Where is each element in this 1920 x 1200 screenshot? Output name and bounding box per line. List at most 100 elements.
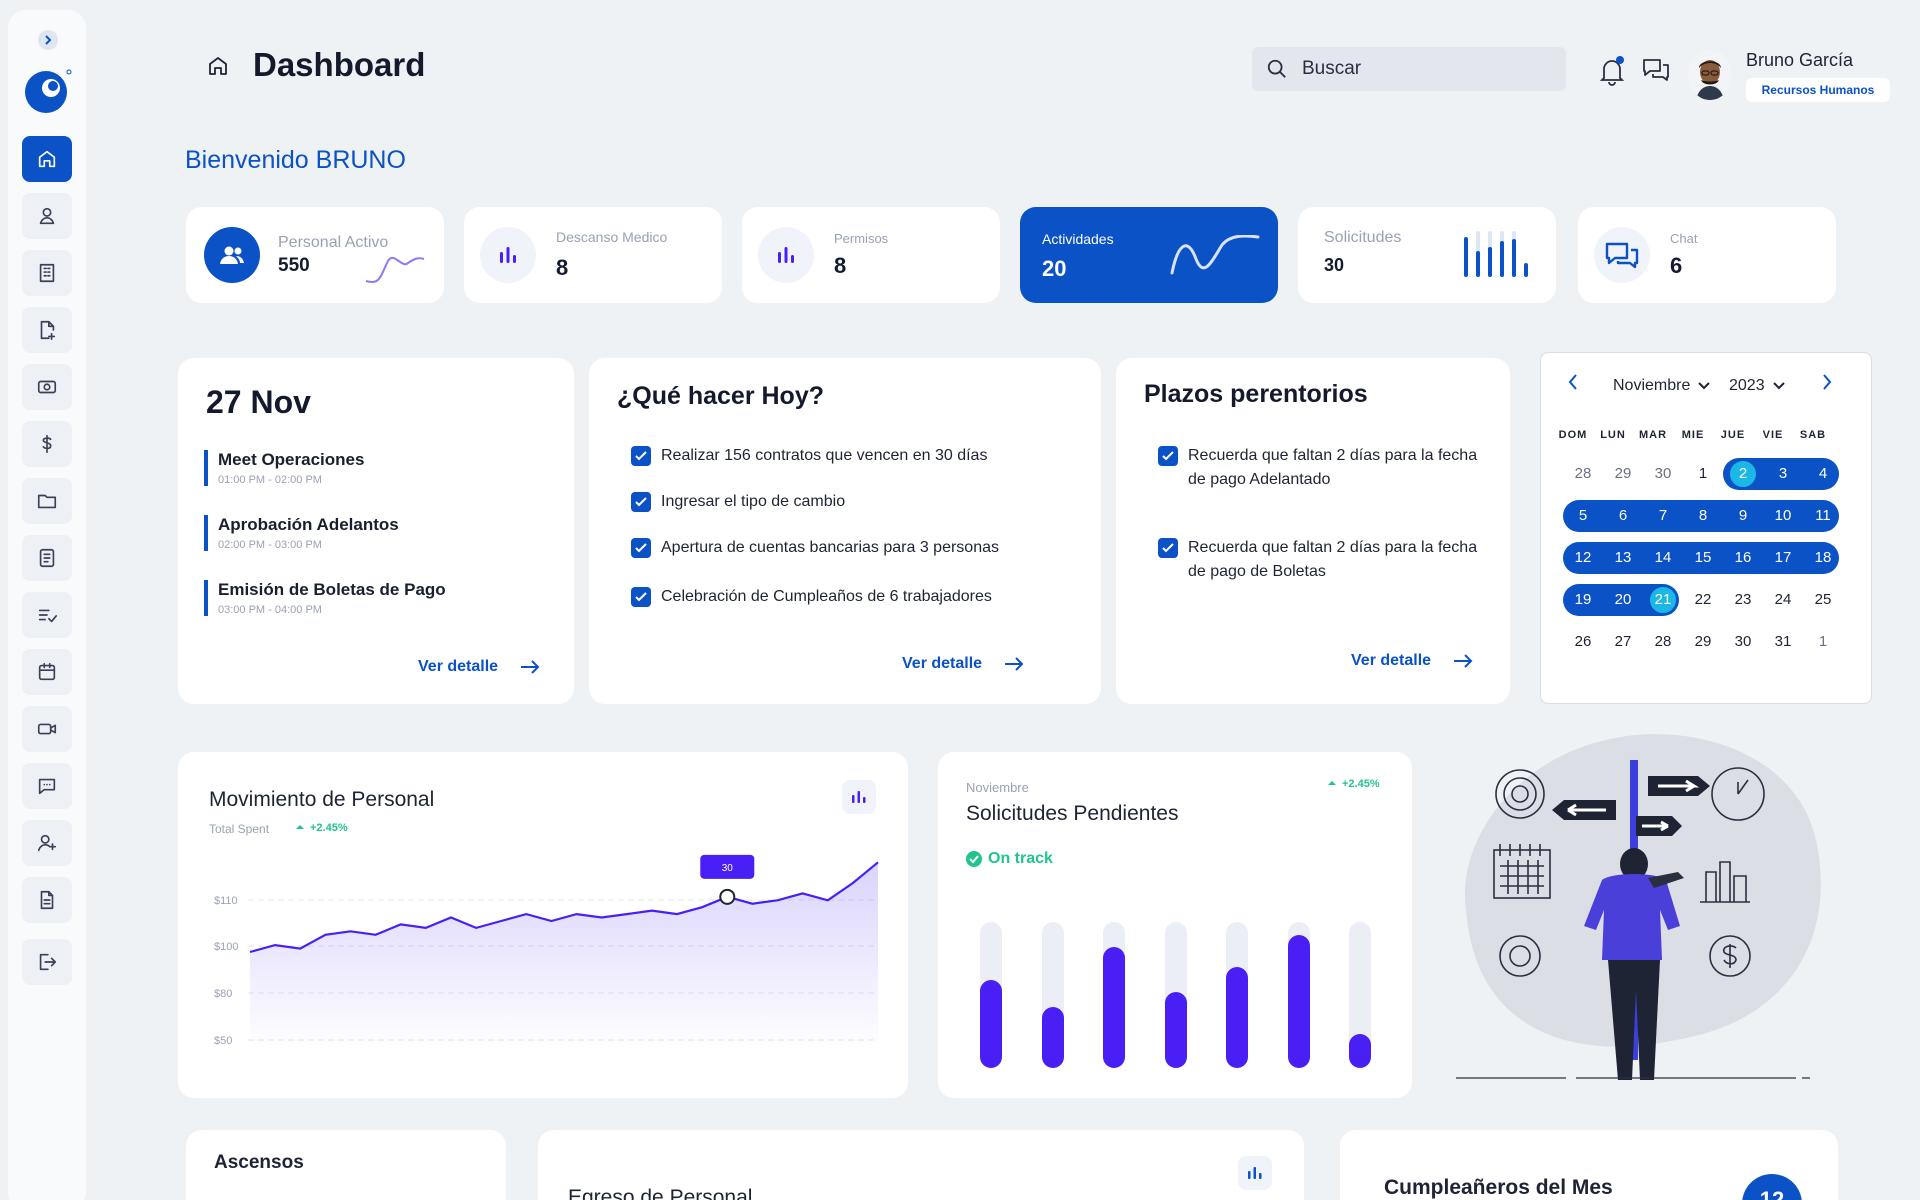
stat-personal-activo[interactable]: Personal Activo 550: [186, 207, 444, 303]
calendar-day[interactable]: 14: [1654, 549, 1672, 566]
nav-video[interactable]: [22, 706, 72, 752]
agenda-event[interactable]: Meet Operaciones 01:00 PM - 02:00 PM: [204, 450, 364, 486]
bar-fill[interactable]: [980, 980, 1002, 1068]
deadline-item[interactable]: Recuerda que faltan 2 días para la fecha…: [1158, 444, 1478, 492]
calendar-day[interactable]: 7: [1658, 507, 1668, 524]
chevron-right-icon[interactable]: [1821, 373, 1833, 391]
nav-add-user[interactable]: [22, 820, 72, 866]
calendar-day[interactable]: 28: [1574, 465, 1592, 482]
cumple-count-badge: 12: [1742, 1174, 1802, 1200]
ascensos-card: Ascensos: [186, 1130, 506, 1200]
stat-actividades[interactable]: Actividades 20: [1020, 207, 1278, 303]
calendar-day[interactable]: 17: [1774, 549, 1792, 566]
avatar[interactable]: [1688, 50, 1732, 100]
chart-type-button[interactable]: [842, 780, 876, 814]
highlight-point[interactable]: [719, 888, 736, 905]
todo-item[interactable]: Ingresar el tipo de cambio: [631, 490, 845, 514]
calendar-day[interactable]: 21: [1645, 585, 1681, 615]
chat-button[interactable]: [1641, 56, 1671, 84]
stat-descanso-medico[interactable]: Descanso Medico 8: [464, 207, 722, 303]
search-box[interactable]: [1252, 47, 1566, 91]
nav-add-document[interactable]: [22, 307, 72, 353]
calendar-day[interactable]: 12: [1574, 549, 1592, 566]
chevron-left-icon[interactable]: [1567, 373, 1579, 391]
triangle-up-icon: [296, 825, 304, 829]
bar-fill[interactable]: [1164, 992, 1187, 1068]
deadlines-detail-link[interactable]: Ver detalle: [1351, 652, 1473, 670]
calendar-day[interactable]: 18: [1814, 549, 1832, 566]
deadline-item[interactable]: Recuerda que faltan 2 días para la fecha…: [1158, 536, 1478, 584]
todo-item[interactable]: Apertura de cuentas bancarias para 3 per…: [631, 536, 999, 560]
nav-reports[interactable]: [22, 877, 72, 923]
nav-tasks[interactable]: [22, 592, 72, 638]
calendar-day[interactable]: 4: [1818, 465, 1828, 482]
agenda-detail-link[interactable]: Ver detalle: [418, 658, 540, 676]
bar-fill[interactable]: [1349, 1034, 1371, 1068]
calendar-day[interactable]: 10: [1774, 507, 1792, 524]
agenda-event[interactable]: Aprobación Adelantos 02:00 PM - 03:00 PM: [204, 515, 399, 551]
chart-type-button[interactable]: [1238, 1156, 1272, 1190]
year-select[interactable]: 2023: [1729, 377, 1785, 395]
calendar-day[interactable]: 26: [1574, 633, 1592, 650]
calendar-day[interactable]: 25: [1814, 591, 1832, 608]
checkbox-checked-icon[interactable]: [631, 492, 651, 512]
calendar-day[interactable]: 2: [1725, 459, 1761, 489]
nav-buildings[interactable]: [22, 250, 72, 296]
calendar-day[interactable]: 31: [1774, 633, 1792, 650]
calendar-day[interactable]: 29: [1614, 465, 1632, 482]
nav-messages[interactable]: [22, 763, 72, 809]
calendar-day[interactable]: 9: [1738, 507, 1748, 524]
calendar-day[interactable]: 13: [1614, 549, 1632, 566]
calendar-day[interactable]: 19: [1574, 591, 1592, 608]
team-icon-circle: [204, 227, 260, 283]
todo-item[interactable]: Celebración de Cumpleaños de 6 trabajado…: [631, 585, 992, 609]
nav-folders[interactable]: [22, 478, 72, 524]
calendar-day[interactable]: 23: [1734, 591, 1752, 608]
calendar-day[interactable]: 1: [1818, 633, 1828, 650]
nav-documents[interactable]: [22, 535, 72, 581]
calendar-day[interactable]: 27: [1614, 633, 1632, 650]
nav-calendar[interactable]: [22, 649, 72, 695]
sparkline-icon: [365, 256, 425, 283]
agenda-event[interactable]: Emisión de Boletas de Pago 03:00 PM - 04…: [204, 580, 446, 616]
bar-fill[interactable]: [1226, 967, 1248, 1068]
calendar-day[interactable]: 6: [1618, 507, 1628, 524]
nav-profile[interactable]: [22, 193, 72, 239]
calendar-day[interactable]: 28: [1654, 633, 1672, 650]
calendar-day[interactable]: 15: [1694, 549, 1712, 566]
notifications-button[interactable]: [1598, 56, 1626, 86]
calendar-day[interactable]: 24: [1774, 591, 1792, 608]
bar-fill[interactable]: [1103, 947, 1125, 1068]
checkbox-checked-icon[interactable]: [1158, 538, 1178, 558]
bar-fill[interactable]: [1287, 935, 1310, 1068]
calendar-day[interactable]: 5: [1578, 507, 1588, 524]
todo-item[interactable]: Realizar 156 contratos que vencen en 30 …: [631, 444, 987, 468]
nav-finance[interactable]: [22, 421, 72, 467]
calendar-day[interactable]: 30: [1734, 633, 1752, 650]
checkbox-checked-icon[interactable]: [631, 446, 651, 466]
checkbox-checked-icon[interactable]: [631, 538, 651, 558]
calendar-day[interactable]: 22: [1694, 591, 1712, 608]
checkbox-checked-icon[interactable]: [631, 587, 651, 607]
checkbox-checked-icon[interactable]: [1158, 446, 1178, 466]
calendar-day[interactable]: 1: [1698, 465, 1708, 482]
stat-solicitudes[interactable]: Solicitudes 30: [1298, 207, 1556, 303]
month-select[interactable]: Noviembre: [1613, 377, 1711, 395]
nav-home[interactable]: [22, 136, 72, 182]
search-input[interactable]: [1302, 47, 1552, 91]
stat-permisos[interactable]: Permisos 8: [742, 207, 1000, 303]
calendar-day[interactable]: 3: [1778, 465, 1788, 482]
calendar-day[interactable]: 11: [1815, 507, 1831, 524]
todo-detail-link[interactable]: Ver detalle: [902, 655, 1024, 673]
nav-payments[interactable]: [22, 364, 72, 410]
bar-fill[interactable]: [1041, 1007, 1064, 1068]
nav-logout[interactable]: [22, 939, 72, 985]
event-time: 02:00 PM - 03:00 PM: [218, 539, 322, 551]
calendar-day[interactable]: 16: [1734, 549, 1752, 566]
stat-chat[interactable]: Chat 6: [1578, 207, 1836, 303]
calendar-day[interactable]: 29: [1694, 633, 1712, 650]
calendar-day[interactable]: 8: [1698, 507, 1708, 524]
calendar-day[interactable]: 20: [1614, 591, 1632, 608]
expand-sidebar-button[interactable]: [38, 30, 58, 50]
calendar-day[interactable]: 30: [1654, 465, 1672, 482]
